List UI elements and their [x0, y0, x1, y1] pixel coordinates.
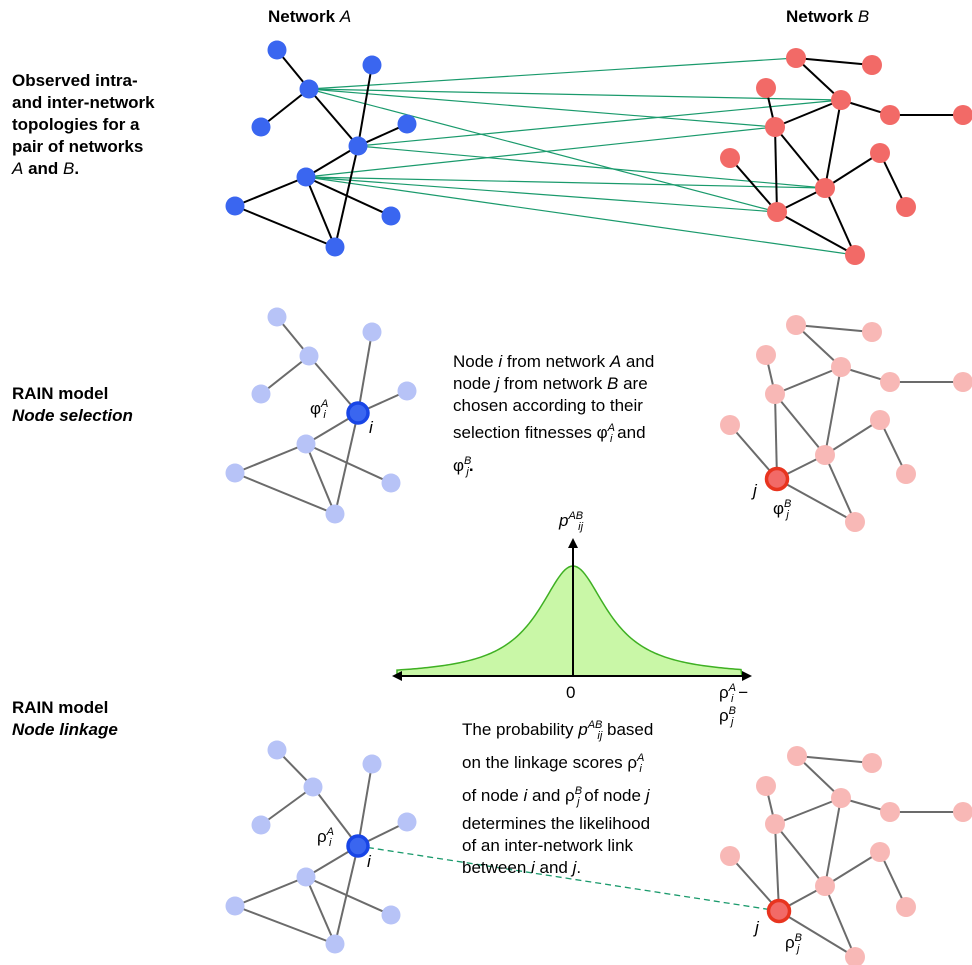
node-b	[765, 117, 785, 137]
selected-node-i	[346, 401, 370, 425]
node-b	[880, 105, 900, 125]
selected-node-j	[764, 466, 790, 492]
label-phi-a: φAi	[310, 398, 329, 421]
node-b	[953, 105, 972, 125]
node-a	[267, 40, 287, 60]
inter-link	[305, 176, 778, 213]
node-a	[381, 206, 401, 226]
inter-link	[357, 99, 842, 147]
header-network-b: Network B	[786, 7, 870, 26]
node-a	[348, 136, 368, 156]
node-b	[767, 202, 787, 222]
label-node-i-linkage: i	[367, 852, 371, 871]
node-a	[325, 237, 345, 257]
inter-link	[357, 145, 826, 189]
header-network-a: Network A	[268, 7, 352, 26]
node-b	[896, 197, 916, 217]
label-rho-b: ρBj	[785, 932, 803, 955]
network-a-nodes	[225, 40, 417, 257]
label-phi-b: φBj	[773, 498, 792, 521]
node-a	[397, 114, 417, 134]
selection-description: Node i from network A and node j from ne…	[453, 352, 655, 478]
inter-link	[308, 88, 842, 101]
inter-network-link-dashed	[357, 845, 780, 912]
node-b	[756, 78, 776, 98]
linkage-description: The probability pABij based on the linka…	[462, 719, 654, 877]
node-a	[225, 196, 245, 216]
row-label-selection: RAIN model Node selection	[12, 384, 133, 425]
inter-network-links	[305, 57, 856, 256]
node-b	[815, 178, 835, 198]
label-node-j-selection: j	[753, 481, 757, 500]
node-b	[870, 143, 890, 163]
linkage-probability-plot	[392, 538, 752, 681]
network-b-edges	[729, 57, 963, 256]
label-node-j-linkage: j	[755, 918, 759, 937]
label-node-i-selection: i	[369, 418, 373, 437]
node-a	[362, 55, 382, 75]
node-a	[299, 79, 319, 99]
network-b-nodes	[720, 48, 972, 265]
panel-selection	[225, 307, 972, 532]
node-b	[845, 245, 865, 265]
plot-x-label: ρAi − ρBj	[719, 682, 749, 728]
panel-observed	[225, 40, 972, 265]
linked-node-i	[346, 834, 370, 858]
node-a	[296, 167, 316, 187]
row-label-linkage: RAIN model Node linkage	[12, 698, 118, 739]
probability-curve	[396, 565, 743, 677]
plot-y-label: pABij	[559, 510, 584, 533]
selection-b-nodes	[720, 315, 972, 532]
selection-a-nodes	[225, 307, 417, 524]
inter-link	[305, 126, 776, 178]
linkage-a-nodes	[225, 740, 417, 954]
inter-link	[308, 57, 797, 90]
inter-link	[308, 88, 776, 128]
linkage-b-nodes	[720, 746, 972, 965]
plot-x-zero: 0	[566, 683, 576, 702]
row-label-observed: Observed intra- and inter-network topolo…	[12, 71, 155, 178]
node-a	[251, 117, 271, 137]
linkage-a-edges	[234, 749, 408, 945]
label-rho-a: ρAi	[317, 826, 335, 849]
inter-link	[305, 176, 856, 256]
inter-link	[305, 176, 826, 189]
node-b	[862, 55, 882, 75]
node-b	[786, 48, 806, 68]
inter-link	[308, 88, 778, 213]
node-b	[720, 148, 740, 168]
node-b	[831, 90, 851, 110]
linked-node-j	[766, 898, 792, 924]
panel-linkage	[225, 740, 972, 965]
